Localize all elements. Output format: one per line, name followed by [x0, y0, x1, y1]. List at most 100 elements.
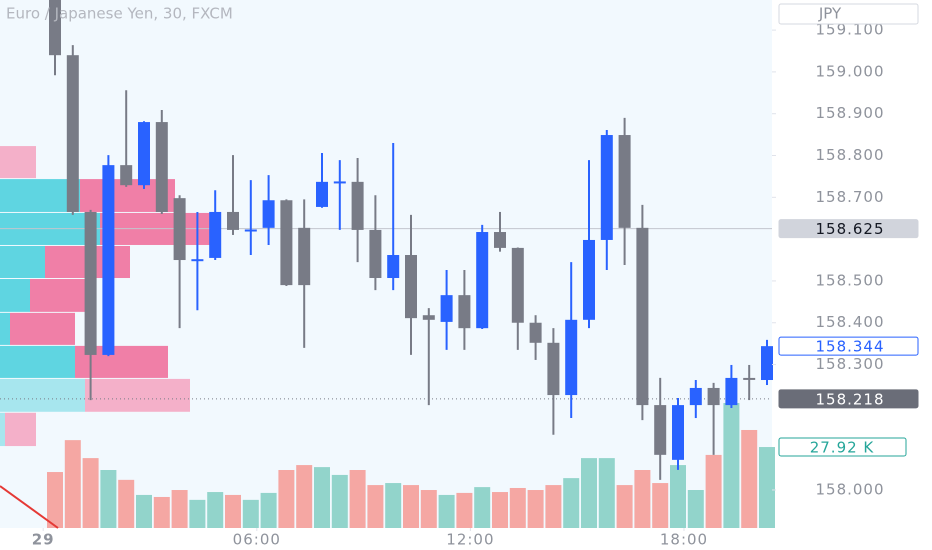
profile-down [5, 412, 36, 447]
volume-bar [349, 470, 366, 528]
volume-bar [670, 465, 686, 528]
volume-bar [705, 454, 722, 528]
volume-bar [598, 458, 615, 528]
candle-body [209, 211, 222, 258]
candle-body [49, 0, 61, 56]
candle-body [476, 232, 489, 329]
volume-bar [314, 467, 330, 528]
candle-body [458, 295, 471, 329]
candle-body [333, 181, 346, 184]
price-label-box [778, 219, 919, 239]
candle-body [120, 165, 133, 186]
candle-body [280, 200, 293, 286]
candle-body [618, 135, 631, 228]
candle-body [298, 227, 311, 286]
profile-up [0, 312, 10, 345]
price-label-box [778, 389, 919, 409]
candle-body [191, 259, 204, 262]
x-tick-label: 06:00 [233, 531, 281, 549]
volume-bar [420, 490, 437, 528]
volume-bar [242, 499, 259, 528]
candle-body [654, 405, 667, 455]
candle-body [262, 200, 275, 228]
y-tick-label: 158.000 [815, 480, 884, 498]
candle-body [138, 122, 150, 186]
volume-bar [652, 483, 669, 528]
price-label: 158.625 [815, 220, 884, 238]
candle-body [155, 122, 168, 212]
volume-bar [723, 403, 740, 528]
candle-body [422, 315, 435, 320]
candle-body [351, 181, 364, 230]
candle-body [672, 405, 684, 460]
candles [49, 0, 773, 480]
volume-label-box [778, 437, 907, 457]
candle-body [316, 181, 328, 207]
price-label: 158.218 [815, 390, 884, 408]
candle-body [689, 387, 702, 406]
candle-body [761, 346, 773, 381]
volume-bar [474, 487, 491, 528]
volume-bar [331, 474, 348, 528]
volume-bar [189, 499, 206, 528]
profile-down [10, 312, 75, 345]
trend-drawing[interactable] [0, 485, 59, 529]
volume-bar [171, 490, 188, 528]
candle-body [369, 229, 382, 279]
volume-bar [563, 478, 580, 528]
y-tick-label: 159.100 [815, 21, 884, 39]
volume-bar [225, 494, 241, 528]
volume-label: 27.92 K [810, 439, 875, 457]
candle-body [440, 295, 453, 322]
chart-title: Euro / Japanese Yen, 30, FXCM [6, 5, 233, 23]
volume-bar [492, 492, 508, 528]
y-tick-label: 158.700 [815, 188, 884, 206]
volume-bar [118, 479, 135, 528]
axis-labels: 159.100 159.000 158.900 158.800 158.700 158.5… [32, 21, 919, 549]
volume-bar [616, 485, 633, 528]
candle-body [707, 387, 720, 406]
candle-body [84, 211, 97, 355]
candle-body [66, 55, 79, 212]
profile-down [30, 279, 90, 312]
x-tick-label: 29 [32, 531, 55, 549]
volume-bar [581, 458, 597, 528]
currency-box[interactable] [778, 3, 919, 25]
y-tick-label: 158.500 [815, 271, 884, 289]
volume-bar [385, 483, 402, 528]
candle-body [102, 165, 115, 355]
candle-body [636, 227, 649, 406]
profile-up [0, 245, 45, 279]
candle-body [743, 377, 756, 380]
volume-bar [438, 494, 455, 528]
price-label: 158.344 [815, 338, 884, 356]
profile-up [0, 412, 5, 447]
profile-down [0, 146, 36, 179]
y-tick-label: 158.400 [815, 313, 884, 331]
profile-up [0, 279, 30, 312]
profile-up [0, 378, 85, 412]
volume-bar [82, 458, 99, 528]
y-tick-label: 158.800 [815, 146, 884, 164]
volume-bar [741, 429, 758, 528]
candle-body [227, 211, 239, 230]
candle-body [244, 229, 257, 232]
y-tick-label: 158.900 [815, 104, 884, 122]
y-tick-label: 159.000 [815, 62, 884, 80]
volume-bar [403, 485, 419, 528]
profile-up [0, 345, 75, 378]
volume-bar [278, 470, 295, 528]
volume-bar [367, 485, 384, 528]
x-tick-label: 18:00 [660, 531, 708, 549]
candle-body [511, 247, 524, 323]
candle-body [387, 255, 400, 279]
volume-bar [260, 492, 277, 528]
candle-body [529, 322, 542, 343]
volume-bar [207, 492, 224, 528]
volume-bar [47, 472, 63, 528]
price-label-box [778, 336, 919, 356]
candle-body [405, 255, 417, 319]
volume-bar [136, 494, 152, 528]
profile-down [85, 378, 190, 412]
